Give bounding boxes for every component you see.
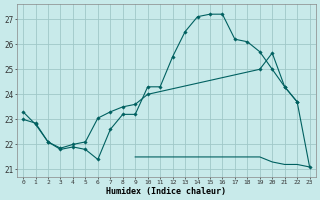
- X-axis label: Humidex (Indice chaleur): Humidex (Indice chaleur): [106, 187, 226, 196]
